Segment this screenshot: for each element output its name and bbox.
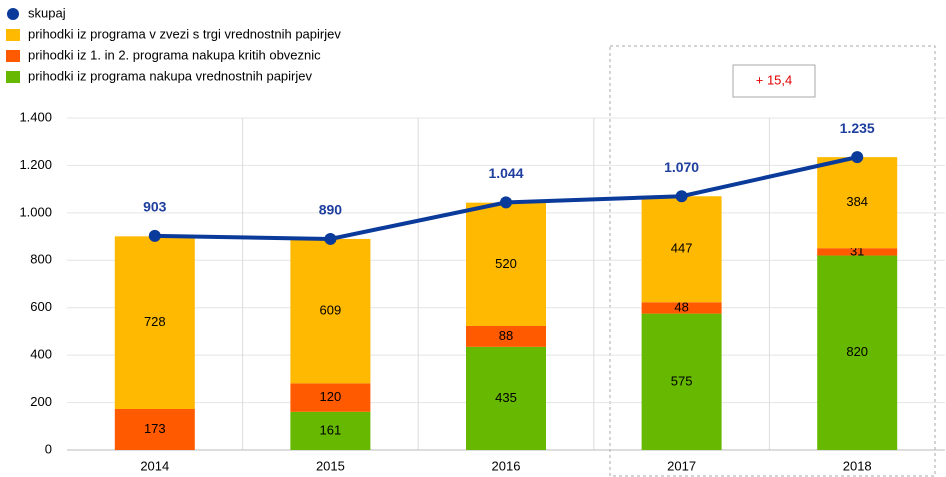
bar-segment xyxy=(817,255,898,450)
total-marker xyxy=(675,190,688,203)
data-label: 173 xyxy=(144,421,166,436)
y-tick-label: 0 xyxy=(45,441,52,456)
bar-segment xyxy=(114,236,195,409)
legend-label: prihodki iz programa v zvezi s trgi vred… xyxy=(28,26,341,41)
legend-swatch xyxy=(6,71,20,83)
x-tick-label: 2016 xyxy=(492,458,521,473)
data-label: 161 xyxy=(320,422,342,437)
annotation-box xyxy=(732,64,816,98)
y-tick-label: 400 xyxy=(30,347,52,362)
total-label: 1.235 xyxy=(840,120,875,136)
data-label: 48 xyxy=(674,299,688,314)
x-tick-label: 2018 xyxy=(843,458,872,473)
legend-label: prihodki iz programa nakupa vrednostnih … xyxy=(28,68,312,83)
y-tick-label: 200 xyxy=(30,394,52,409)
data-label: 728 xyxy=(144,314,166,329)
x-tick-label: 2017 xyxy=(667,458,696,473)
legend-label: skupaj xyxy=(28,5,66,20)
y-tick-label: 800 xyxy=(30,252,52,267)
total-marker xyxy=(851,151,864,164)
bar-segment xyxy=(466,202,546,326)
legend-marker xyxy=(7,8,19,20)
data-label: 88 xyxy=(499,328,513,343)
bar-segment xyxy=(466,325,546,347)
total-marker xyxy=(500,196,512,209)
bar-segment xyxy=(641,196,722,303)
bar-segment xyxy=(290,238,371,384)
highlight-box xyxy=(609,45,936,477)
total-label: 890 xyxy=(319,202,343,218)
data-label: 520 xyxy=(495,256,517,271)
data-label: 435 xyxy=(495,390,517,405)
bar-segment xyxy=(817,157,898,249)
total-marker xyxy=(148,229,161,242)
bar-segment xyxy=(114,408,195,450)
bar-segment xyxy=(641,313,722,450)
bar-segment xyxy=(817,248,898,256)
total-marker xyxy=(324,232,337,245)
data-label: 120 xyxy=(320,389,342,404)
total-label: 1.044 xyxy=(488,165,523,181)
y-tick-label: 600 xyxy=(30,299,52,314)
y-tick-label: 1.200 xyxy=(19,157,52,172)
bar-segment xyxy=(466,346,546,450)
x-tick-label: 2015 xyxy=(316,458,345,473)
data-label: 447 xyxy=(671,241,693,256)
data-label: 609 xyxy=(320,303,342,318)
x-tick-label: 2014 xyxy=(140,458,169,473)
bar-segment xyxy=(290,383,371,412)
legend-swatch xyxy=(6,29,20,41)
y-tick-label: 1.400 xyxy=(19,109,52,124)
legend-swatch xyxy=(6,50,20,62)
total-label: 903 xyxy=(143,199,167,215)
data-label: 575 xyxy=(671,373,693,388)
legend-label: prihodki iz 1. in 2. programa nakupa kri… xyxy=(28,47,321,62)
bar-segment xyxy=(290,411,371,450)
total-label: 1.070 xyxy=(664,159,699,175)
annotation: + 15,4 xyxy=(756,72,793,87)
data-label: 384 xyxy=(846,194,868,209)
bar-segment xyxy=(641,302,722,314)
y-tick-label: 1.000 xyxy=(19,204,52,219)
data-label: 820 xyxy=(846,344,868,359)
